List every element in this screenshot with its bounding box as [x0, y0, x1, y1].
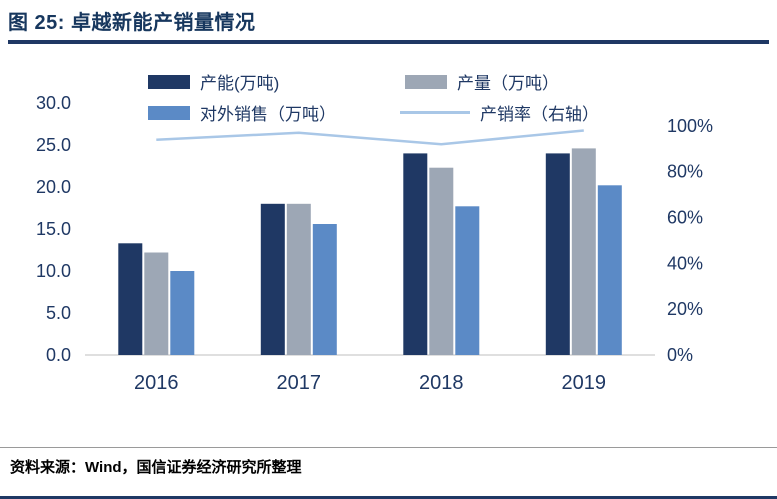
figure-title: 图 25: 卓越新能产销量情况	[8, 12, 256, 34]
left-axis-tick-15.0: 15.0	[36, 219, 71, 239]
output-bar-2019	[571, 148, 596, 355]
capacity-bar-2019	[545, 153, 570, 355]
legend-label-sales-ratio: 产销率（右轴）	[480, 105, 599, 124]
left-axis-tick-10.0: 10.0	[36, 261, 71, 281]
legend-swatch-sales-ratio	[400, 111, 470, 114]
external-sales-bar-2017	[312, 224, 337, 355]
legend-swatch-output	[405, 74, 447, 89]
x-axis-label-2018: 2018	[419, 372, 464, 394]
legend-label-external-sales: 对外销售（万吨）	[200, 105, 336, 124]
legend-swatch-external-sales	[148, 105, 190, 120]
right-axis-tick-0%: 0%	[667, 345, 693, 365]
external-sales-bar-2016	[170, 271, 195, 355]
output-bar-2017	[286, 203, 311, 355]
legend-item-external-sales: 对外销售（万吨）	[148, 100, 336, 125]
capacity-bar-2017	[260, 203, 285, 355]
legend-item-sales-ratio: 产销率（右轴）	[400, 100, 599, 125]
external-sales-bar-2019	[597, 185, 622, 355]
legend-item-capacity: 产能(万吨)	[148, 69, 279, 94]
figure-header: 图 25: 卓越新能产销量情况	[8, 6, 769, 35]
capacity-bar-2016	[118, 243, 143, 355]
left-axis-tick-0.0: 0.0	[46, 345, 71, 365]
footer-divider	[0, 447, 777, 448]
external-sales-bar-2018	[455, 206, 480, 355]
right-axis-tick-80%: 80%	[667, 162, 703, 182]
chart-area: 0.0 5.0 10.0 15.0 20.0 25.0 30.0 0% 20% 40% 60% 80%…	[0, 55, 777, 435]
left-axis-tick-30.0: 30.0	[36, 93, 71, 113]
bottom-divider	[0, 496, 777, 499]
legend-item-output: 产量（万吨）	[405, 69, 559, 94]
right-axis-tick-100%: 100%	[667, 116, 713, 136]
legend-label-output: 产量（万吨）	[457, 74, 559, 93]
capacity-bar-2018	[403, 153, 428, 355]
x-axis-label-2019: 2019	[562, 372, 607, 394]
x-axis-label-2017: 2017	[277, 372, 322, 394]
source-note: 资料来源：Wind，国信证券经济研究所整理	[10, 459, 302, 476]
legend-label-capacity: 产能(万吨)	[200, 74, 280, 93]
right-axis-tick-40%: 40%	[667, 253, 703, 273]
x-axis-label-2016: 2016	[134, 372, 179, 394]
chart-legend: 产能(万吨) 产量（万吨） 对外销售（万吨） 产销率（右轴）	[0, 55, 777, 135]
output-bar-2016	[144, 252, 169, 355]
output-bar-2018	[429, 167, 454, 355]
sales-ratio-line	[156, 129, 584, 146]
title-divider	[8, 40, 769, 44]
right-axis-tick-20%: 20%	[667, 299, 703, 319]
legend-swatch-capacity	[148, 74, 190, 89]
left-axis-tick-20.0: 20.0	[36, 177, 71, 197]
production-sales-chart: 0.0 5.0 10.0 15.0 20.0 25.0 30.0 0% 20% 40% 60% 80%…	[36, 93, 713, 394]
left-axis-tick-5.0: 5.0	[46, 303, 71, 323]
left-axis-tick-25.0: 25.0	[36, 135, 71, 155]
right-axis-tick-60%: 60%	[667, 208, 703, 228]
